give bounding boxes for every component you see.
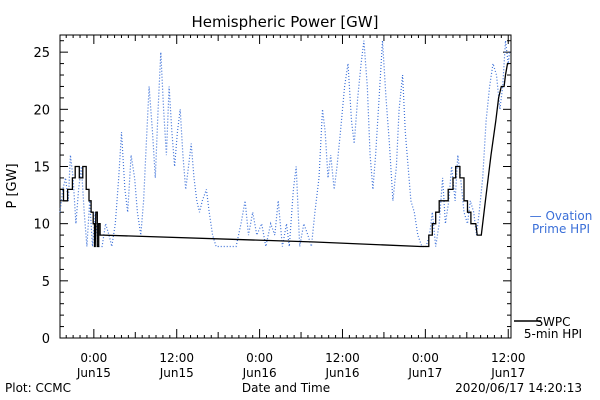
x-axis-label: Date and Time: [241, 381, 331, 395]
y-tick-label: 25: [33, 46, 50, 61]
plot-frame: [59, 34, 512, 339]
series-line-swpc-5-min-hpi: [60, 62, 509, 248]
x-tick-date-label: Jun15: [76, 366, 111, 380]
legend-ovation-label: — Ovation: [530, 209, 593, 223]
x-tick-label: 12:00: [325, 351, 360, 365]
x-tick-label: 0:00: [412, 351, 439, 365]
x-tick-label: 0:00: [80, 351, 107, 365]
x-axis: 0:00Jun1512:00Jun150:00Jun1612:00Jun160:…: [65, 35, 526, 380]
plot-timestamp: 2020/06/17 14:20:13: [455, 381, 582, 395]
y-axis: 0 5 10 15 20 25: [33, 40, 511, 347]
legend-swpc-label-2: 5-min HPI: [524, 327, 582, 341]
series-line-ovation-prime-hpi: [59, 40, 511, 248]
y-axis-label: P [GW]: [5, 163, 20, 208]
y-tick-label: 5: [42, 275, 50, 290]
x-tick-label: 0:00: [246, 351, 273, 365]
x-tick-label: 12:00: [491, 351, 526, 365]
legend-swpc-label: SWPC: [535, 315, 570, 329]
x-tick-date-label: Jun16: [242, 366, 277, 380]
y-tick-label: 10: [33, 218, 50, 233]
x-tick-date-label: Jun17: [407, 366, 442, 380]
x-tick-date-label: Jun16: [324, 366, 359, 380]
plot-credit: Plot: CCMC: [5, 381, 71, 395]
x-tick-date-label: Jun15: [159, 366, 194, 380]
series-layer: [59, 40, 511, 248]
y-tick-label: 20: [33, 103, 50, 118]
y-tick-label: 15: [33, 160, 50, 175]
legend-ovation-label-2: Prime HPI: [532, 222, 590, 236]
y-tick-label: 0: [42, 332, 50, 347]
x-tick-label: 12:00: [159, 351, 194, 365]
chart-title: Hemispheric Power [GW]: [192, 13, 379, 31]
x-tick-date-label: Jun17: [490, 366, 525, 380]
